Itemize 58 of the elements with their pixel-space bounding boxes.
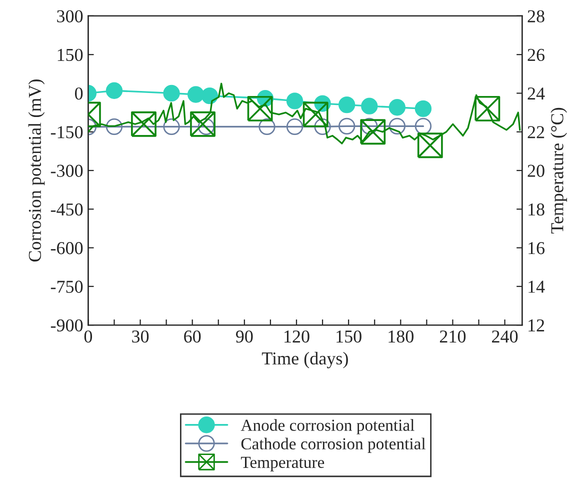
legend-label: Cathode corrosion potential [241,438,426,453]
point [190,111,216,137]
x-tick-label: 150 [336,330,362,343]
point [388,99,406,116]
y-axis-title: Corrosion potential (mV) [28,80,45,262]
point [198,118,215,136]
y2-tick-label: 16 [528,242,545,254]
x-tick-label: 240 [492,330,518,343]
y-tick-label: -450 [50,203,83,216]
point [338,118,356,135]
point [247,96,273,122]
y2-tick-label: 12 [528,319,544,332]
y2-tick-label: 24 [528,88,545,100]
point [163,84,180,102]
y2-tick-label: 26 [528,48,545,62]
y-tick-label: 150 [58,48,83,62]
point [187,86,204,103]
point [106,82,123,99]
point [286,92,304,110]
x-tick-label: 0 [84,330,92,343]
point [417,132,443,158]
y2-tick-label: 20 [528,164,544,177]
y-tick-label: -600 [50,242,83,254]
point [131,111,156,137]
y-tick-label: 300 [57,10,83,22]
y-tick-label: -150 [50,126,83,138]
point [201,87,218,104]
x-tick-label: 180 [388,330,414,343]
point [361,98,378,114]
y2-tick-label: 22 [528,126,544,138]
x-tick-label: 60 [184,330,201,343]
point [361,118,378,135]
x-tick-label: 120 [284,330,310,343]
y2-axis-title: Temperature (°C) [550,108,567,234]
point [286,118,304,136]
y-tick-label: -900 [50,319,83,332]
x-axis-title: Time (days) [262,352,348,368]
point [302,102,328,128]
y-tick-label: -300 [50,164,83,177]
legend-label: Anode corrosion potential [240,419,414,434]
point [388,118,406,135]
point [338,96,356,114]
x-tick-label: 30 [132,330,149,343]
y-tick-label: -750 [50,280,83,293]
x-tick-label: 90 [236,330,253,343]
point [163,118,180,136]
y-tick-label: 0 [75,87,83,100]
point [474,96,500,122]
y2-tick-label: 14 [528,280,545,293]
y2-tick-label: 18 [528,203,544,216]
point [414,100,432,118]
y2-tick-label: 28 [528,10,544,22]
point [258,118,276,136]
point [106,118,123,136]
x-tick-label: 210 [440,330,466,343]
point [314,118,331,136]
legend-label: Temperature [240,456,324,472]
point [360,119,386,145]
